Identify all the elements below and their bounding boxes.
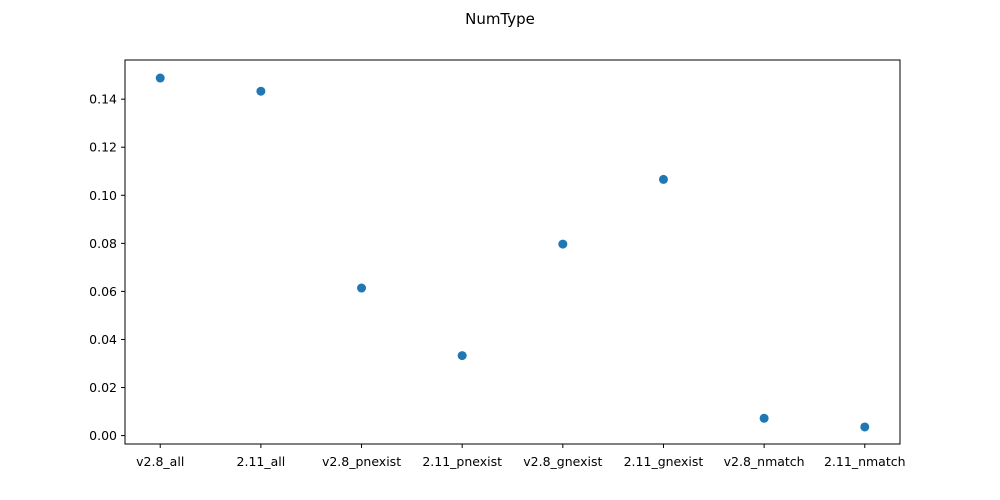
x-tick-label: 2.11_pnexist — [422, 454, 502, 469]
data-point-2-11-pnexist — [457, 351, 467, 361]
y-tick-label: 0.12 — [89, 140, 117, 155]
data-point-v2-8-pnexist — [357, 283, 367, 293]
y-tick-label: 0.04 — [89, 332, 117, 347]
data-point-2-11-gnexist — [658, 174, 668, 184]
x-tick-label: 2.11_nmatch — [824, 454, 906, 469]
x-tick-label: v2.8_gnexist — [523, 454, 602, 469]
plot-area-frame — [124, 59, 901, 445]
x-tick-label: 2.11_gnexist — [624, 454, 704, 469]
x-tick-label: v2.8_nmatch — [724, 454, 805, 469]
data-point-2-11-nmatch — [860, 422, 870, 432]
data-point-v2-8-nmatch — [759, 413, 769, 423]
data-points — [155, 73, 870, 432]
y-tick-label: 0.02 — [89, 380, 117, 395]
y-tick-label: 0.00 — [89, 428, 117, 443]
data-point-2-11-all — [256, 86, 266, 96]
x-tick-label: v2.8_all — [136, 454, 184, 469]
data-point-v2-8-gnexist — [558, 239, 568, 249]
data-point-v2-8-all — [155, 73, 165, 83]
x-tick-label: v2.8_pnexist — [322, 454, 401, 469]
x-tick-label: 2.11_all — [237, 454, 286, 469]
y-tick-label: 0.08 — [89, 236, 117, 251]
y-tick-label: 0.06 — [89, 284, 117, 299]
x-axis: v2.8_all 2.11_all v2.8_pnexist 2.11_pnexist… — [136, 444, 906, 469]
y-tick-label: 0.14 — [89, 92, 117, 107]
chart-title: NumType — [465, 10, 535, 28]
y-axis: 0.00 0.02 0.04 0.06 0.08 0.10 0.12 0.14 — [89, 92, 125, 443]
y-tick-label: 0.10 — [89, 188, 117, 203]
